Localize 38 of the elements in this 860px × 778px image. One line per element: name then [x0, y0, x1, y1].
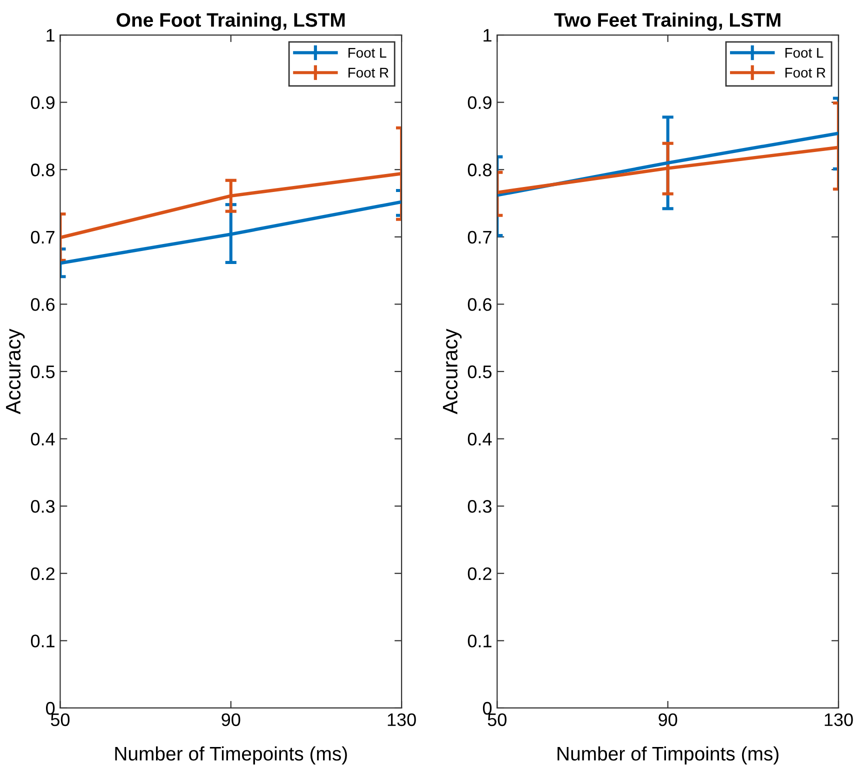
y-tick-label: 0.4: [468, 432, 492, 446]
y-tick-label: 0.5: [30, 365, 55, 378]
y-tick-label: 0.8: [30, 164, 55, 176]
y-tick-label: 0.7: [30, 230, 54, 244]
y-tick-label: 0.7: [468, 230, 492, 244]
y-tick-label: 1: [484, 29, 492, 42]
legend-label: Foot L: [785, 48, 824, 58]
y-tick-label: 0.4: [30, 432, 55, 446]
x-axis-title: Number of Timpoints (ms): [558, 746, 778, 764]
chart-title: Two Feet Training, LSTM: [554, 12, 780, 31]
y-tick-label: 0.6: [30, 298, 55, 311]
chart-title: One Foot Training, LSTM: [116, 12, 345, 31]
y-tick-label: 0.6: [468, 298, 492, 311]
y-tick-label: 0.5: [468, 365, 492, 378]
y-tick-label: 1: [46, 29, 54, 42]
y-tick-label: 0.3: [30, 500, 55, 513]
y-tick-label: 0.9: [30, 96, 54, 110]
x-tick-label: 50: [488, 713, 506, 726]
y-tick-label: 0.9: [468, 96, 492, 110]
y-tick-label: 0.2: [30, 567, 54, 580]
y-axis-title: Accuracy: [6, 328, 25, 414]
x-tick-label: 130: [388, 713, 416, 726]
x-axis-title: Number of Timepoints (ms): [115, 746, 347, 764]
x-tick-label: 90: [222, 713, 240, 726]
y-tick-label: 0: [46, 702, 55, 715]
x-tick-label: 90: [658, 713, 678, 726]
y-tick-label: 0.2: [468, 567, 492, 580]
x-tick-label: 50: [50, 713, 70, 726]
legend-label: Foot R: [348, 68, 388, 78]
y-axis-title: Accuracy: [442, 328, 462, 414]
y-tick-label: 0.8: [468, 164, 492, 176]
y-tick-label: 0.1: [468, 634, 492, 648]
y-tick-label: 0.1: [30, 634, 54, 648]
y-tick-label: 0.3: [468, 500, 492, 513]
x-tick-label: 130: [824, 713, 853, 726]
legend-label: Foot R: [785, 68, 826, 78]
y-tick-label: 0: [482, 702, 492, 715]
legend-label: Foot L: [348, 48, 386, 58]
